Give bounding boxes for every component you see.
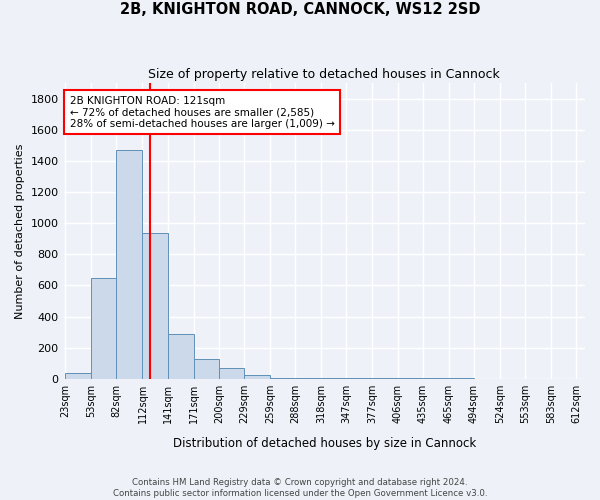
Bar xyxy=(65,372,91,379)
Bar xyxy=(194,358,219,379)
Text: Contains HM Land Registry data © Crown copyright and database right 2024.
Contai: Contains HM Land Registry data © Crown c… xyxy=(113,478,487,498)
Text: 2B, KNIGHTON ROAD, CANNOCK, WS12 2SD: 2B, KNIGHTON ROAD, CANNOCK, WS12 2SD xyxy=(120,2,480,18)
Bar xyxy=(270,378,295,379)
Bar xyxy=(398,378,423,379)
Bar xyxy=(321,378,346,379)
Bar xyxy=(142,232,167,379)
X-axis label: Distribution of detached houses by size in Cannock: Distribution of detached houses by size … xyxy=(173,437,476,450)
Bar xyxy=(167,334,194,379)
Bar xyxy=(244,375,270,379)
Bar xyxy=(449,378,474,379)
Bar xyxy=(295,378,321,379)
Bar xyxy=(346,378,373,379)
Bar xyxy=(423,378,449,379)
Text: 2B KNIGHTON ROAD: 121sqm
← 72% of detached houses are smaller (2,585)
28% of sem: 2B KNIGHTON ROAD: 121sqm ← 72% of detach… xyxy=(70,96,334,128)
Title: Size of property relative to detached houses in Cannock: Size of property relative to detached ho… xyxy=(148,68,500,80)
Y-axis label: Number of detached properties: Number of detached properties xyxy=(15,144,25,318)
Bar xyxy=(91,278,116,379)
Bar xyxy=(373,378,398,379)
Bar xyxy=(219,368,244,379)
Bar xyxy=(116,150,142,379)
